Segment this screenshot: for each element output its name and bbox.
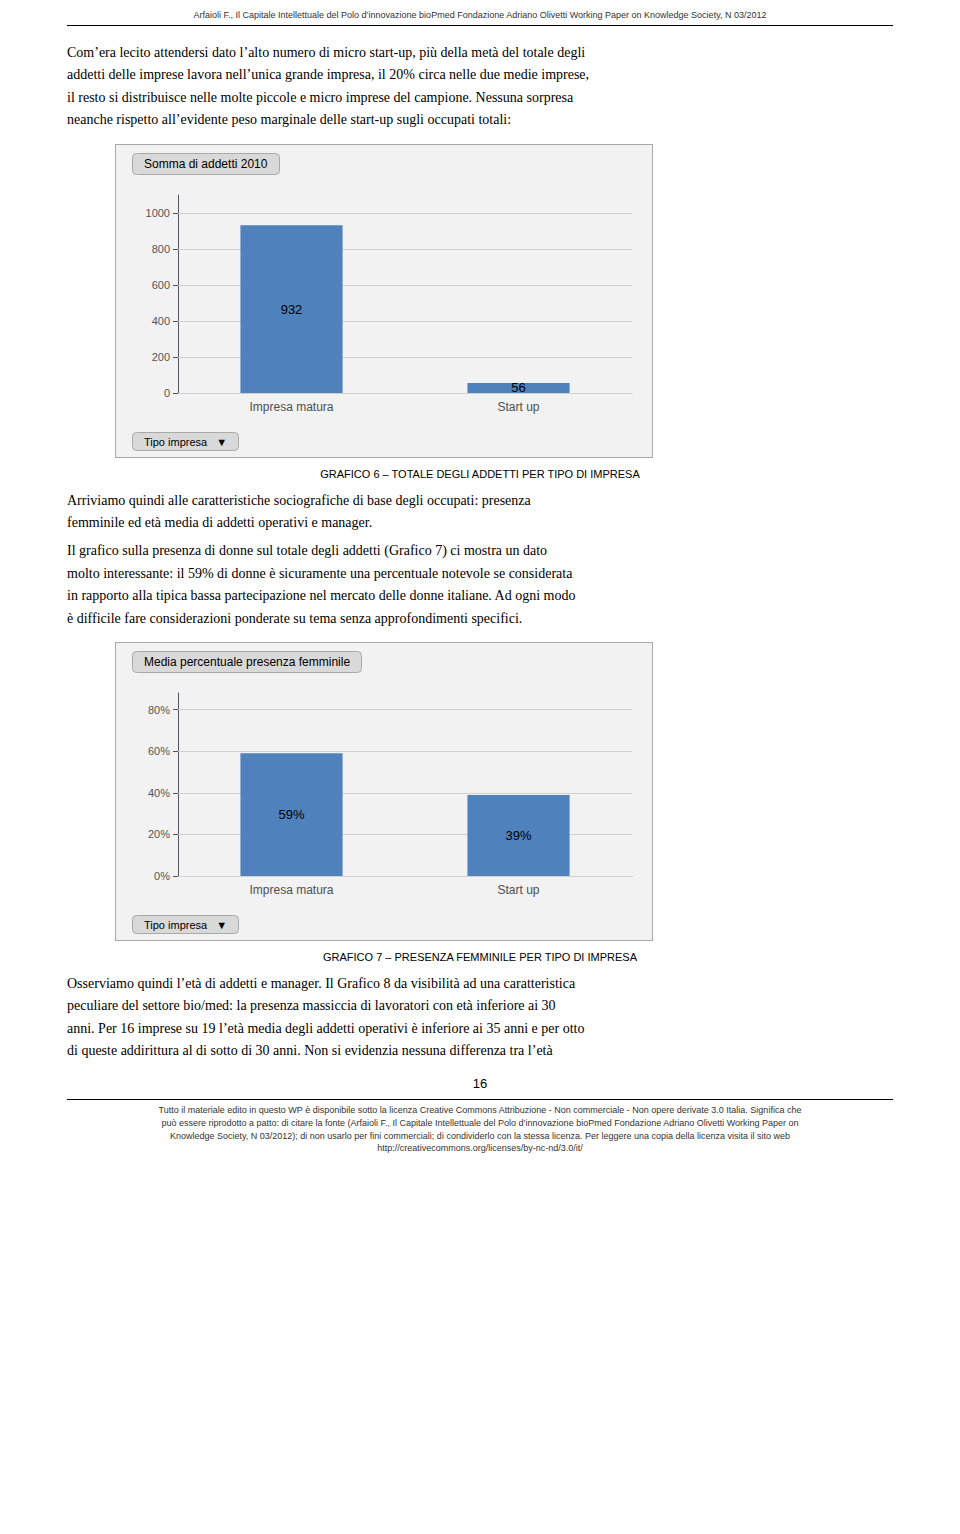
svg-text:59%: 59% (278, 807, 304, 822)
html-text:Com’era lecito attendersi dato: Com’era lecito attendersi dato l’alto nu… (67, 45, 590, 128)
html-text:16: 16 (472, 1076, 488, 1092)
html-text:http://creativecommons.org/lic: http://creativecommons.org/licenses/by-n… (377, 1143, 583, 1154)
html-text:Knowledge Society, N 03/2012);: Knowledge Society, N 03/2012); di non us… (169, 1130, 791, 1141)
html-text:Arriviamo quindi alle caratter: Arriviamo quindi alle caratteristiche so… (67, 492, 531, 530)
html-text:Arfaioli F., Il Capitale Intel: Arfaioli F., Il Capitale Intellettuale d… (193, 10, 767, 20)
svg-text:40%: 40% (148, 787, 170, 799)
html-text:Il grafico sulla presenza di d: Il grafico sulla presenza di donne sul t… (67, 543, 576, 626)
svg-text:60%: 60% (148, 745, 170, 757)
svg-text:Start up: Start up (497, 400, 539, 414)
svg-text:0: 0 (164, 387, 170, 399)
svg-text:200: 200 (152, 351, 170, 363)
svg-text:Impresa matura: Impresa matura (249, 400, 333, 414)
svg-text:Impresa matura: Impresa matura (249, 883, 333, 897)
svg-text:Media percentuale presenza fem: Media percentuale presenza femminile (144, 655, 350, 669)
svg-text:400: 400 (152, 315, 170, 327)
html-text:GRAFICO 7 – PRESENZA FEMMINILE: GRAFICO 7 – PRESENZA FEMMINILE PER TIPO … (323, 950, 637, 963)
html-text:Tutto il materiale edito in qu: Tutto il materiale edito in questo WP è … (158, 1105, 802, 1116)
svg-text:80%: 80% (148, 704, 170, 716)
html-text:può essere riprodotto a patto:: può essere riprodotto a patto: di citare… (161, 1118, 799, 1129)
svg-text:600: 600 (152, 279, 170, 291)
svg-text:Somma di addetti 2010: Somma di addetti 2010 (144, 157, 268, 171)
svg-text:56: 56 (511, 380, 525, 395)
svg-text:800: 800 (152, 243, 170, 255)
svg-text:0%: 0% (154, 870, 170, 882)
svg-text:932: 932 (281, 301, 303, 316)
html-text:Osserviamo quindi l’età di add: Osserviamo quindi l’età di addetti e man… (67, 975, 585, 1059)
svg-text:Tipo impresa ▼: Tipo impresa ▼ (144, 435, 227, 447)
html-text:GRAFICO 6 – TOTALE DEGLI ADDET: GRAFICO 6 – TOTALE DEGLI ADDETTI PER TIP… (320, 467, 640, 480)
svg-text:39%: 39% (505, 828, 531, 843)
svg-text:Tipo impresa ▼: Tipo impresa ▼ (144, 918, 227, 930)
svg-text:20%: 20% (148, 828, 170, 840)
svg-text:Start up: Start up (497, 883, 539, 897)
svg-text:1000: 1000 (146, 207, 170, 219)
